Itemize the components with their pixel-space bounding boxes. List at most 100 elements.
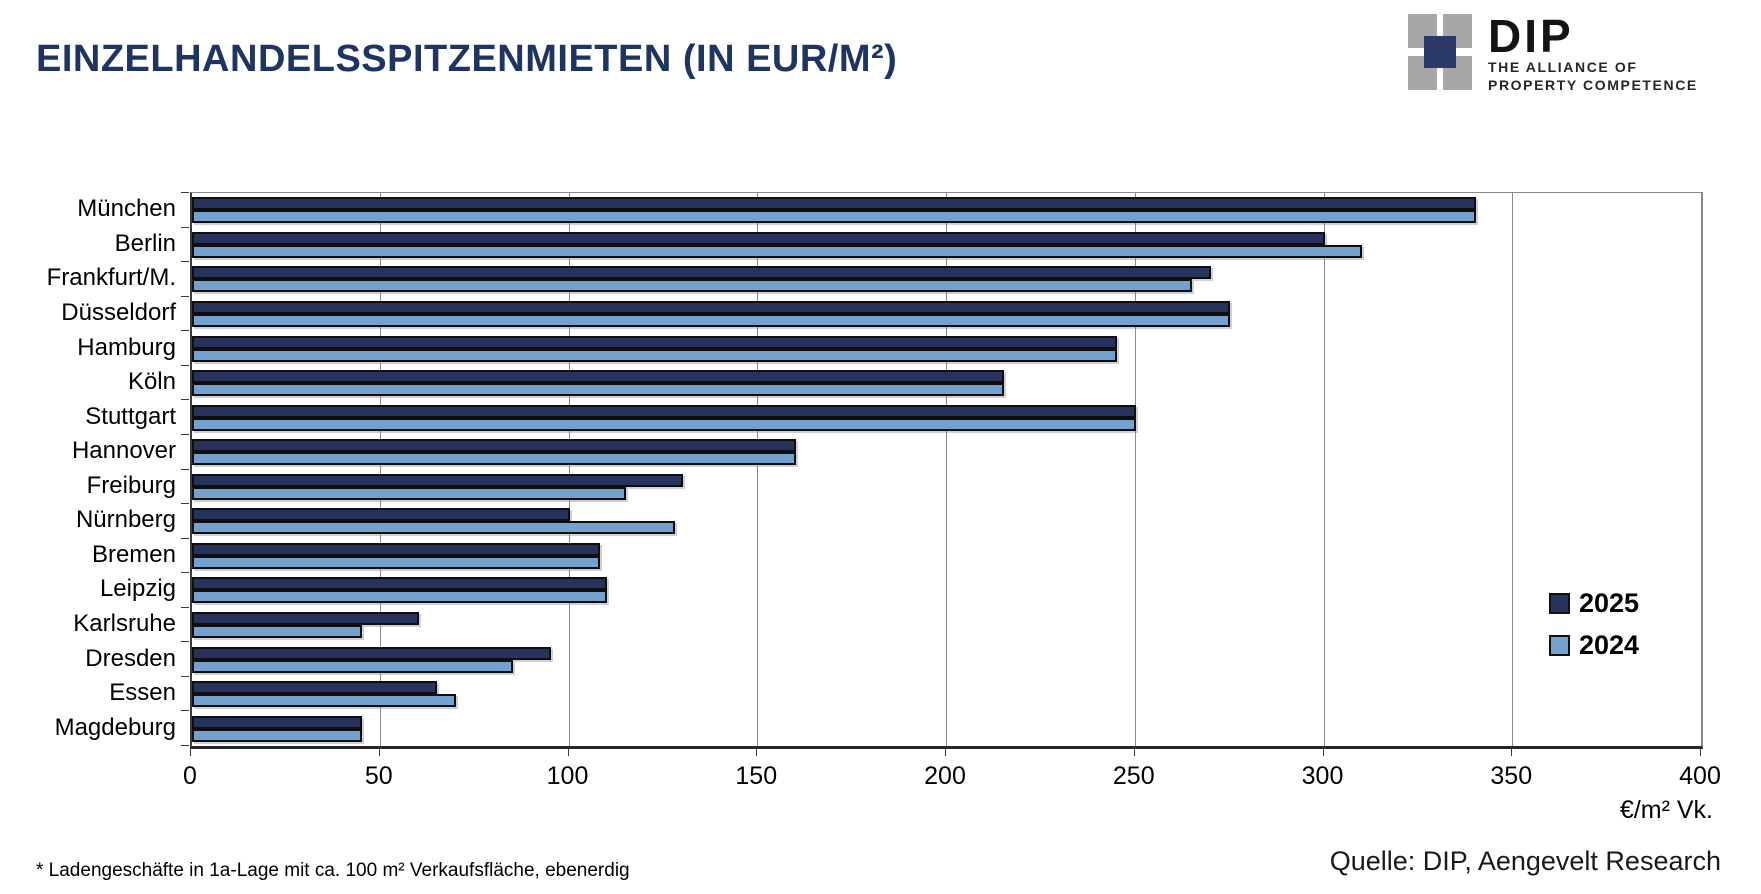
bar-2024 bbox=[192, 728, 362, 742]
bar-2024 bbox=[192, 383, 1004, 397]
bar-2025 bbox=[192, 197, 1476, 211]
y-axis-label: Nürnberg bbox=[75, 506, 176, 534]
y-tick bbox=[181, 745, 189, 746]
y-axis-label: München bbox=[77, 195, 176, 223]
x-tick-label: 100 bbox=[546, 762, 589, 790]
y-tick bbox=[181, 330, 189, 332]
x-tick bbox=[1511, 748, 1513, 756]
x-tick-label: 0 bbox=[183, 762, 197, 790]
y-tick bbox=[181, 468, 189, 470]
gridline bbox=[379, 193, 381, 746]
bar-2025 bbox=[192, 612, 419, 626]
gridline bbox=[1323, 193, 1325, 746]
x-tick-label: 300 bbox=[1301, 762, 1344, 790]
y-tick bbox=[181, 606, 189, 608]
y-axis-labels: München Berlin Frankfurt/M. Düsseldorf Hambu… bbox=[0, 192, 176, 745]
bar-2025 bbox=[192, 266, 1212, 280]
bar-2024 bbox=[192, 210, 1476, 224]
x-tick bbox=[190, 748, 191, 756]
bar-2025 bbox=[192, 404, 1136, 418]
bar-2024 bbox=[192, 694, 457, 708]
bar-2025 bbox=[192, 542, 600, 556]
bar-2024 bbox=[192, 279, 1193, 293]
x-tick bbox=[756, 748, 758, 756]
y-axis-label: Karlsruhe bbox=[73, 610, 176, 638]
y-tick bbox=[181, 261, 189, 263]
gridline bbox=[946, 193, 947, 746]
plot-area bbox=[190, 192, 1703, 749]
footnote: * Ladengeschäfte in 1a-Lage mit ca. 100 … bbox=[36, 860, 630, 881]
y-tick bbox=[181, 226, 189, 228]
y-axis-label: Stuttgart bbox=[85, 402, 176, 430]
dip-logo-icon bbox=[1408, 14, 1472, 90]
bar-2024 bbox=[192, 590, 608, 604]
bar-2025 bbox=[192, 439, 796, 453]
source-credit: Quelle: DIP, Aengevelt Research bbox=[1329, 846, 1721, 876]
x-tick-label: 400 bbox=[1679, 762, 1721, 790]
bar-2025 bbox=[192, 300, 1231, 314]
bar-2025 bbox=[192, 646, 551, 660]
x-tick bbox=[1700, 748, 1701, 756]
legend-label-2025: 2025 bbox=[1579, 588, 1640, 618]
gridline bbox=[757, 193, 759, 746]
dip-logo: DIP THE ALLIANCE OF PROPERTY COMPETENCE bbox=[1408, 10, 1698, 94]
y-axis-label: Leipzig bbox=[99, 575, 176, 603]
y-axis-label: Berlin bbox=[114, 229, 176, 257]
bar-2025 bbox=[192, 473, 683, 487]
legend-label-2024: 2024 bbox=[1579, 630, 1640, 660]
y-tick bbox=[181, 503, 189, 505]
x-tick bbox=[1133, 748, 1135, 756]
chart-legend: 2025 2024 bbox=[1549, 588, 1639, 672]
y-axis-ticks bbox=[181, 192, 189, 748]
bar-2024 bbox=[192, 417, 1136, 431]
bar-2024 bbox=[192, 659, 513, 673]
x-axis-tick-labels: 0 50 100 150 200 250 300 350 400 bbox=[183, 762, 1721, 792]
y-tick bbox=[181, 710, 189, 712]
gridline bbox=[568, 193, 570, 746]
logo-name: DIP bbox=[1488, 10, 1574, 62]
bar-2024 bbox=[192, 348, 1117, 362]
x-tick-label: 350 bbox=[1490, 762, 1533, 790]
y-tick bbox=[181, 364, 189, 366]
page-title: EINZELHANDELSSPITZENMIETEN (IN EUR/M²) bbox=[36, 38, 898, 80]
bar-2024 bbox=[192, 313, 1231, 327]
y-axis-label: Freiburg bbox=[86, 471, 176, 499]
y-axis-label: Düsseldorf bbox=[61, 298, 176, 326]
gridline bbox=[1701, 193, 1702, 746]
y-axis-label: Köln bbox=[127, 368, 176, 396]
bar-2024 bbox=[192, 452, 796, 466]
y-axis-label: Magdeburg bbox=[54, 713, 176, 741]
bar-2025 bbox=[192, 231, 1325, 245]
y-axis-label: Essen bbox=[109, 679, 176, 707]
bar-2025 bbox=[192, 577, 608, 591]
y-tick bbox=[181, 433, 189, 435]
y-axis-label: Dresden bbox=[85, 644, 176, 672]
gridline bbox=[1134, 193, 1136, 746]
bar-2024 bbox=[192, 521, 676, 535]
y-axis-label: Bremen bbox=[91, 540, 176, 568]
x-axis-title: €/m² Vk. bbox=[1619, 796, 1713, 824]
x-tick bbox=[378, 748, 380, 756]
legend-item-2025: 2025 bbox=[1549, 588, 1639, 619]
y-tick bbox=[181, 192, 189, 193]
y-tick bbox=[181, 537, 189, 539]
logo-center-square bbox=[1424, 36, 1456, 68]
x-tick-label: 250 bbox=[1112, 762, 1155, 790]
bar-2024 bbox=[192, 244, 1363, 258]
y-tick bbox=[181, 399, 189, 401]
bar-2024 bbox=[192, 555, 600, 569]
y-tick bbox=[181, 572, 189, 574]
bar-2025 bbox=[192, 370, 1004, 384]
legend-swatch-2024 bbox=[1549, 635, 1570, 656]
x-tick bbox=[1322, 748, 1324, 756]
y-axis-label: Frankfurt/M. bbox=[46, 264, 176, 292]
bar-2025 bbox=[192, 508, 570, 522]
y-tick bbox=[181, 641, 189, 643]
x-tick-label: 50 bbox=[364, 762, 393, 790]
logo-text: DIP THE ALLIANCE OF PROPERTY COMPETENCE bbox=[1488, 10, 1698, 94]
y-tick bbox=[181, 295, 189, 297]
y-tick bbox=[181, 675, 189, 677]
x-tick-label: 150 bbox=[735, 762, 778, 790]
x-tick bbox=[567, 748, 569, 756]
x-tick bbox=[945, 748, 946, 756]
